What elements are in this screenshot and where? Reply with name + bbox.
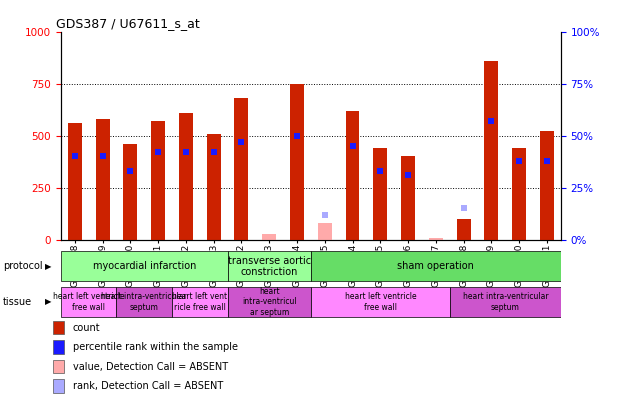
- Bar: [228, 287, 311, 317]
- Bar: [124, 144, 137, 240]
- Text: heart
intra-ventricul
ar septum: heart intra-ventricul ar septum: [242, 287, 297, 317]
- Bar: [53, 321, 65, 334]
- Bar: [172, 287, 228, 317]
- Bar: [207, 133, 221, 240]
- Bar: [68, 123, 82, 240]
- Bar: [151, 121, 165, 240]
- Text: percentile rank within the sample: percentile rank within the sample: [72, 342, 238, 352]
- Text: value, Detection Call = ABSENT: value, Detection Call = ABSENT: [72, 362, 228, 372]
- Text: myocardial infarction: myocardial infarction: [92, 261, 196, 271]
- Text: GDS387 / U67611_s_at: GDS387 / U67611_s_at: [56, 17, 199, 30]
- Text: protocol: protocol: [3, 261, 43, 271]
- Text: rank, Detection Call = ABSENT: rank, Detection Call = ABSENT: [72, 381, 223, 391]
- Text: ▶: ▶: [45, 262, 51, 271]
- Bar: [262, 234, 276, 240]
- Bar: [311, 287, 450, 317]
- Bar: [311, 251, 561, 282]
- Text: tissue: tissue: [3, 297, 32, 307]
- Bar: [450, 287, 561, 317]
- Text: heart left vent
ricle free wall: heart left vent ricle free wall: [172, 292, 228, 312]
- Text: heart intra-ventricular
septum: heart intra-ventricular septum: [463, 292, 548, 312]
- Text: count: count: [72, 322, 100, 333]
- Bar: [429, 238, 443, 240]
- Bar: [61, 287, 117, 317]
- Bar: [345, 110, 360, 240]
- Bar: [61, 251, 228, 282]
- Bar: [457, 219, 470, 240]
- Text: transverse aortic
constriction: transverse aortic constriction: [228, 255, 311, 277]
- Bar: [53, 340, 65, 354]
- Text: ▶: ▶: [45, 297, 51, 307]
- Bar: [318, 223, 332, 240]
- Bar: [53, 379, 65, 393]
- Bar: [290, 84, 304, 240]
- Bar: [117, 287, 172, 317]
- Bar: [401, 156, 415, 240]
- Bar: [485, 61, 499, 240]
- Bar: [374, 148, 387, 240]
- Bar: [96, 119, 110, 240]
- Text: heart left ventricle
free wall: heart left ventricle free wall: [53, 292, 124, 312]
- Bar: [179, 113, 193, 240]
- Bar: [540, 131, 554, 240]
- Bar: [228, 251, 311, 282]
- Text: heart intra-ventricular
septum: heart intra-ventricular septum: [101, 292, 187, 312]
- Bar: [235, 98, 249, 240]
- Bar: [53, 360, 65, 373]
- Text: heart left ventricle
free wall: heart left ventricle free wall: [344, 292, 416, 312]
- Text: sham operation: sham operation: [397, 261, 474, 271]
- Bar: [512, 148, 526, 240]
